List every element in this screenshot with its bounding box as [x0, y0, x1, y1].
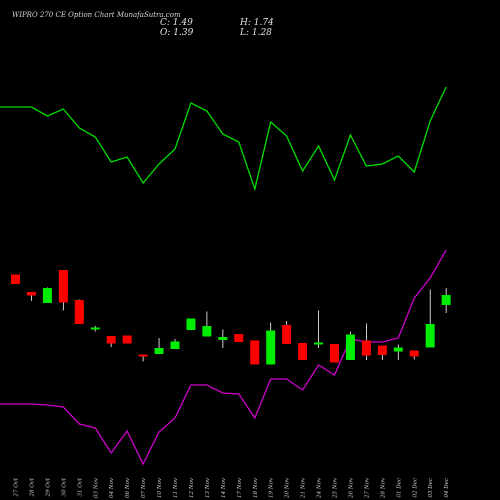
- candle: [330, 344, 339, 363]
- candle-body: [441, 295, 451, 305]
- date-label: 19 Nov: [269, 477, 275, 498]
- candle-body: [42, 288, 52, 303]
- candle: [314, 310, 324, 348]
- date-label: 18 Nov: [253, 477, 259, 498]
- date-label: 31 Oct: [77, 477, 83, 496]
- candle-body: [298, 343, 308, 360]
- candle: [377, 345, 387, 360]
- candle-body: [11, 274, 20, 284]
- candle: [90, 326, 100, 332]
- low-value: L: 1.28: [240, 28, 272, 38]
- high-value: H: 1.74: [240, 18, 274, 28]
- candle-body: [138, 354, 148, 357]
- candle-body: [345, 334, 355, 360]
- candle: [138, 354, 148, 362]
- candle: [106, 336, 116, 347]
- date-label: 17 Nov: [237, 477, 243, 498]
- indicator-line-2: [0, 249, 447, 466]
- candle: [154, 338, 164, 354]
- candle-body: [218, 337, 228, 340]
- candle-body: [106, 336, 116, 344]
- candle: [250, 340, 260, 365]
- candle-body: [26, 292, 36, 296]
- candle-body: [425, 324, 435, 348]
- chart-title: WIPRO 270 CE Option Chart MunafaSutra.co…: [12, 11, 181, 19]
- date-label: 27 Nov: [364, 477, 370, 499]
- candle-body: [361, 340, 371, 356]
- date-label: 26 Nov: [348, 477, 354, 499]
- candle: [186, 318, 196, 330]
- candle-body: [170, 341, 180, 349]
- candle: [74, 299, 84, 324]
- date-label: 12 Nov: [189, 477, 195, 498]
- candle-body: [409, 350, 419, 357]
- candle: [218, 329, 228, 348]
- candle-body: [90, 327, 100, 330]
- date-label: 13 Nov: [205, 477, 211, 498]
- date-label: 29 Oct: [45, 477, 51, 497]
- candle: [122, 335, 132, 344]
- candle: [58, 270, 68, 311]
- candle: [26, 292, 36, 301]
- date-label: 01 Dec: [396, 478, 402, 498]
- date-label: 25 Nov: [333, 477, 339, 499]
- date-label: 03 Nov: [93, 477, 99, 498]
- candle: [282, 321, 292, 344]
- candle: [409, 350, 419, 360]
- date-label: 28 Nov: [380, 477, 386, 499]
- candle: [361, 323, 371, 360]
- candle: [425, 289, 435, 348]
- date-label: 04 Dec: [444, 478, 450, 498]
- candle: [393, 344, 403, 360]
- candle-body: [314, 342, 324, 345]
- close-value: C: 1.49: [160, 18, 193, 28]
- candle-body: [393, 347, 403, 352]
- candle: [170, 339, 180, 349]
- candle: [202, 311, 212, 337]
- date-label: 04 Nov: [109, 477, 115, 498]
- indicator-line-1: [0, 86, 447, 192]
- candle: [234, 334, 244, 342]
- candle-body: [377, 345, 387, 355]
- date-label: 07 Nov: [141, 477, 147, 498]
- candle: [345, 331, 355, 360]
- candle-body: [202, 326, 212, 337]
- candle: [266, 322, 276, 365]
- candle-body: [282, 325, 292, 344]
- date-label: 30 Oct: [61, 477, 67, 496]
- date-label: 06 Nov: [125, 477, 131, 498]
- candle-body: [186, 318, 196, 330]
- candle-body: [234, 334, 244, 342]
- candle-body: [122, 335, 132, 344]
- candle: [441, 288, 451, 313]
- date-label: 02 Dec: [412, 478, 418, 498]
- date-label: 28 Oct: [29, 477, 35, 497]
- candle-body: [266, 330, 276, 365]
- date-label: 03 Dec: [428, 478, 434, 498]
- date-label: 14 Nov: [221, 477, 227, 498]
- open-value: O: 1.39: [160, 28, 194, 38]
- candle: [298, 343, 308, 360]
- candle-body: [330, 344, 339, 363]
- date-label: 24 Nov: [317, 477, 323, 499]
- date-label: 21 Nov: [301, 477, 307, 499]
- candle: [11, 274, 20, 284]
- date-label: 27 Oct: [14, 477, 20, 497]
- candle-body: [58, 270, 68, 303]
- date-label: 10 Nov: [157, 477, 163, 498]
- candle-body: [250, 340, 260, 365]
- candle: [42, 287, 52, 303]
- date-label: 11 Nov: [173, 477, 179, 498]
- date-label: 20 Nov: [285, 477, 291, 499]
- candle-body: [74, 300, 84, 324]
- candle-body: [154, 348, 164, 354]
